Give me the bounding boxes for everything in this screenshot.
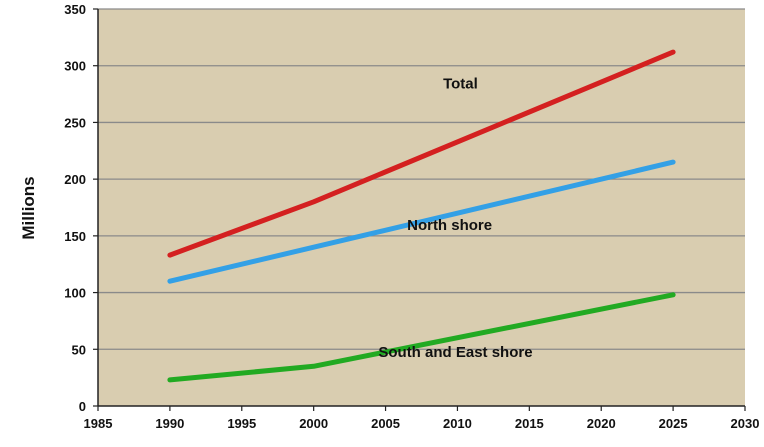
- y-tick-label: 300: [64, 59, 86, 74]
- series-line-total: [167, 49, 676, 258]
- series-line-north-shore: [167, 159, 676, 284]
- y-tick-label: 100: [64, 286, 86, 301]
- series-label-north-shore: North shore: [407, 217, 492, 234]
- y-axis-title: Millions: [19, 176, 38, 239]
- series-labels: Total North shore South and East shore: [378, 75, 532, 361]
- y-tick-label: 200: [64, 172, 86, 187]
- series-lines: [167, 49, 676, 383]
- y-axis-ticks: 0 50 100 150 200 250 300 350: [64, 2, 98, 414]
- x-axis-ticks: 1985 1990 1995 2000 2005 2010 2015 2020 2025 2030: [84, 406, 760, 431]
- x-tick-label: 2005: [371, 416, 400, 431]
- y-tick-label: 250: [64, 115, 86, 130]
- plot-area: [98, 9, 745, 406]
- x-tick-label: 2030: [731, 416, 760, 431]
- x-tick-label: 1985: [84, 416, 113, 431]
- series-line-south-and-east-shore: [167, 292, 676, 383]
- x-tick-label: 1990: [155, 416, 184, 431]
- axes: [97, 9, 745, 407]
- series-label-south-and-east-shore: South and East shore: [378, 344, 532, 361]
- x-tick-label: 2015: [515, 416, 544, 431]
- x-tick-label: 2000: [299, 416, 328, 431]
- y-tick-label: 350: [64, 2, 86, 17]
- y-tick-label: 150: [64, 229, 86, 244]
- y-tick-label: 0: [79, 399, 86, 414]
- x-tick-label: 1995: [227, 416, 256, 431]
- series-label-total: Total: [443, 75, 478, 92]
- x-tick-label: 2010: [443, 416, 472, 431]
- y-tick-label: 50: [72, 342, 86, 357]
- x-tick-label: 2025: [659, 416, 688, 431]
- x-tick-label: 2020: [587, 416, 616, 431]
